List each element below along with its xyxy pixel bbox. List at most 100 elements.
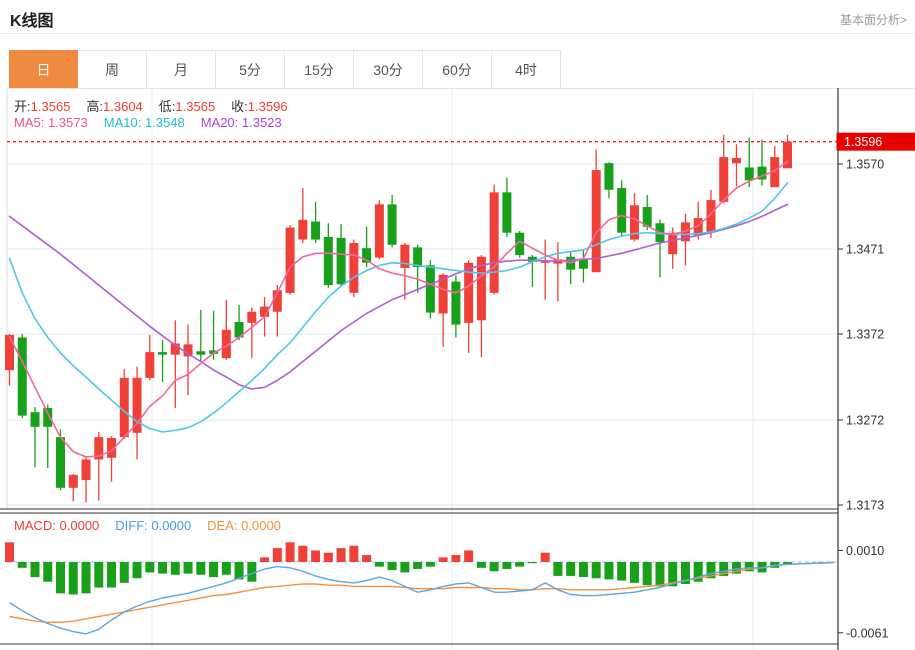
tab-30min[interactable]: 30分: [354, 50, 423, 88]
candle-body: [260, 306, 270, 317]
macd-bar: [56, 562, 66, 594]
tab-15min[interactable]: 15分: [285, 50, 354, 88]
ma10-label: MA10:: [103, 115, 142, 130]
ma20-label: MA20:: [200, 115, 239, 130]
macd-bar: [298, 545, 308, 562]
axis-tick-label: 1.3272: [846, 413, 884, 427]
macd-bar: [400, 562, 410, 573]
candle-body: [783, 141, 792, 169]
axis-tick-label: 1.3173: [846, 498, 884, 512]
candle-body: [81, 459, 91, 481]
macd-item: MACD: 0.0000: [14, 518, 99, 533]
macd-legend: MACD: 0.0000 DIFF: 0.0000 DEA: 0.0000: [14, 518, 281, 533]
candle-body: [489, 192, 499, 293]
macd-bar: [719, 562, 729, 576]
candle-body: [209, 350, 219, 354]
kline-chart-svg[interactable]: 1.3570 1.3471 1.3372 1.3272 1.3173 1.3596 0.00…: [0, 88, 915, 650]
candle-body: [591, 170, 601, 273]
kline-chart-canvas[interactable]: 1.3570 1.3471 1.3372 1.3272 1.3173 1.3596 0.00…: [0, 88, 915, 650]
diff-value: 0.0000: [151, 518, 192, 533]
macd-bar: [515, 562, 525, 567]
tab-month-label: 月: [174, 61, 188, 78]
close-label: 收:: [231, 99, 248, 114]
candle-body: [502, 192, 512, 233]
macd-bar: [374, 562, 384, 567]
price-gridlines: [7, 163, 838, 506]
candle-body: [311, 221, 321, 240]
candle-body: [170, 343, 180, 355]
macd-bar: [744, 562, 754, 572]
candle-body: [247, 311, 257, 323]
candle-body: [94, 437, 104, 460]
macd-bar: [693, 562, 703, 582]
candle-body: [515, 232, 525, 256]
candle-body: [668, 232, 678, 255]
axis-tick-label: 1.3471: [846, 243, 884, 257]
macd-bar: [81, 562, 91, 594]
ohlc-close: 收:1.3596: [231, 96, 287, 115]
macd-bar: [617, 562, 627, 581]
ma20-value: 1.3523: [241, 115, 282, 130]
candle-body: [234, 322, 244, 338]
candle-body: [527, 256, 537, 262]
candle-body: [132, 377, 142, 433]
candle-body: [719, 157, 729, 202]
macd-bar: [119, 562, 129, 583]
candle-body: [56, 437, 66, 488]
macd-bar: [527, 562, 537, 564]
candle-body: [629, 205, 639, 240]
macd-bar: [642, 562, 652, 586]
candle-body: [145, 352, 155, 378]
candle-body: [221, 329, 231, 359]
open-label: 开:: [14, 99, 31, 114]
macd-bar: [260, 557, 270, 562]
macd-bar: [43, 562, 53, 582]
candle-body: [464, 262, 474, 323]
tab-15min-label: 15分: [304, 61, 334, 78]
macd-bar: [145, 562, 155, 573]
ma5-label: MA5:: [14, 115, 45, 130]
macd-bar: [731, 562, 741, 574]
macd-bar: [68, 562, 78, 595]
tab-30min-label: 30分: [373, 61, 403, 78]
candle-body: [196, 351, 206, 355]
candle-body: [68, 474, 78, 488]
ma5-line: [8, 160, 789, 458]
low-label: 低:: [158, 99, 176, 114]
macd-bar: [425, 562, 435, 567]
macd-bar: [502, 562, 512, 569]
candle-body: [642, 206, 652, 227]
macd-bar: [209, 562, 219, 578]
macd-bar: [349, 545, 359, 562]
candle-body: [323, 237, 333, 286]
candle-body: [119, 377, 129, 438]
macd-bar: [668, 562, 678, 587]
tab-week-label: 周: [105, 61, 119, 78]
tab-60min[interactable]: 60分: [423, 50, 492, 88]
tab-week[interactable]: 周: [78, 50, 147, 88]
price-axis-labels: 1.3570 1.3471 1.3372 1.3272 1.3173: [838, 158, 884, 512]
tab-5min[interactable]: 5分: [216, 50, 285, 88]
candle-body: [770, 157, 780, 188]
ma-legend: MA5: 1.3573 MA10: 1.3548 MA20: 1.3523: [14, 115, 282, 130]
axis-tick-label: 1.3570: [846, 158, 884, 172]
candle-body: [693, 218, 703, 236]
candle-body: [476, 256, 486, 321]
candle-body: [298, 219, 308, 240]
tab-month[interactable]: 月: [147, 50, 216, 88]
tab-day[interactable]: 日: [9, 50, 78, 88]
tab-4hour[interactable]: 4时: [492, 50, 561, 88]
candle-body: [387, 204, 397, 245]
macd-bar: [464, 550, 474, 562]
macd-bar: [323, 552, 333, 562]
ohlc-legend: 开:1.3565 高:1.3604 低:1.3565 收:1.3596: [14, 96, 288, 115]
high-label: 高:: [86, 99, 104, 114]
diff-label: DIFF:: [115, 518, 148, 533]
fundamental-analysis-link[interactable]: 基本面分析>: [839, 13, 907, 27]
macd-bar: [476, 562, 486, 568]
tab-day-label: 日: [36, 61, 51, 78]
macd-bar: [234, 562, 244, 580]
ohlc-high: 高:1.3604: [86, 96, 142, 115]
macd-bar: [362, 555, 372, 562]
